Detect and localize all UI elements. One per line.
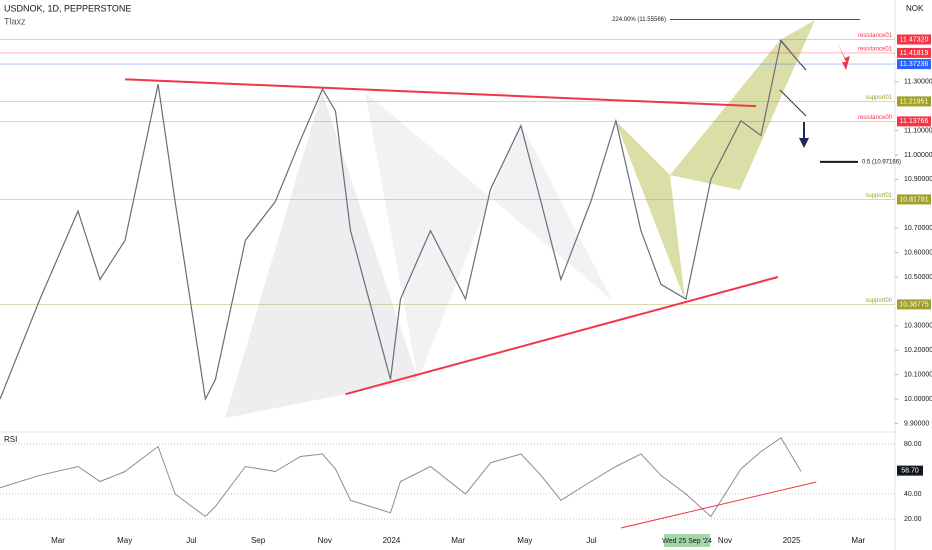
x-tick-label: May — [117, 536, 132, 545]
y-tick-label: 10.70000 — [904, 225, 932, 232]
y-tick-label: 9.90000 — [904, 420, 929, 427]
pattern-shape — [225, 92, 418, 418]
x-tick-label: Jul — [186, 536, 196, 545]
rsi-line — [0, 437, 802, 518]
pattern-line — [779, 89, 807, 117]
level-name: support01 — [865, 95, 892, 101]
x-tick-label: Nov — [318, 536, 332, 545]
level-name: resistance00 — [858, 115, 893, 121]
x-tick-label: 2025 — [783, 536, 801, 545]
y-tick-label: 10.20000 — [904, 347, 932, 354]
y-tick-label: 10.90000 — [904, 176, 932, 183]
y-tick-label: 11.30000 — [904, 79, 932, 86]
pattern-shape — [615, 120, 685, 300]
level-name: resistance01 — [858, 46, 893, 52]
annotation-text: 0.5 (10.97166) — [862, 159, 901, 165]
rsi-last-label: 58.70 — [901, 467, 919, 474]
level-value: 11.13766 — [900, 118, 929, 125]
level-box — [897, 96, 931, 107]
level-value: 11.47320 — [900, 36, 929, 43]
rsi-title: RSI — [4, 435, 17, 444]
y-tick-label: 10.30000 — [904, 323, 932, 330]
crosshair-box — [664, 534, 710, 547]
currency-label: NOK — [906, 4, 924, 13]
trendline — [345, 276, 779, 396]
x-tick-label: Nov — [718, 536, 732, 545]
level-value: 10.38775 — [899, 301, 928, 308]
rsi-last-box — [897, 465, 923, 476]
chart-subtitle: Tlaxz — [4, 16, 26, 26]
level-name: support00 — [865, 298, 892, 304]
rsi-tick-label: 80.00 — [904, 441, 922, 448]
chart-title: USDNOK, 1D, PEPPERSTONE — [4, 3, 131, 13]
y-tick-label: 10.60000 — [904, 249, 932, 256]
x-tick-label: 2024 — [383, 536, 401, 545]
y-tick-label: 10.10000 — [904, 371, 932, 378]
x-tick-label: Mar — [51, 536, 65, 545]
annotation-text: 224.00% (11.55566) — [612, 17, 666, 23]
x-tick-label: Mar — [451, 536, 465, 545]
x-tick-label: Sep — [251, 536, 266, 545]
y-tick-label: 11.00000 — [904, 152, 932, 159]
x-tick-label: May — [517, 536, 532, 545]
x-tick-label: Jul — [586, 536, 596, 545]
rsi-tick-label: 40.00 — [904, 491, 922, 498]
level-value: 11.21951 — [900, 98, 929, 105]
crosshair-label: Wed 25 Sep '24 — [662, 538, 712, 545]
trendline — [125, 78, 756, 108]
y-tick-label: 11.10000 — [904, 127, 932, 134]
level-box — [897, 116, 931, 127]
y-tick-label: 10.00000 — [904, 396, 932, 403]
rsi-tick-label: 20.00 — [904, 516, 922, 523]
level-box — [897, 194, 931, 205]
level-box — [897, 299, 931, 310]
level-box — [897, 59, 931, 70]
y-tick-label: 10.50000 — [904, 274, 932, 281]
pattern-shape — [365, 92, 612, 380]
level-box — [897, 34, 931, 45]
level-value: 10.81791 — [899, 196, 928, 203]
price-line — [0, 38, 802, 402]
level-name: resistance01 — [858, 33, 893, 39]
level-value: 11.41819 — [900, 50, 929, 57]
arrow — [799, 122, 809, 148]
rsi-trendline — [620, 481, 817, 529]
level-name: support01 — [865, 193, 892, 199]
x-tick-label: Mar — [851, 536, 865, 545]
arrow — [838, 44, 850, 70]
level-box — [897, 47, 931, 58]
level-value: 11.37236 — [900, 61, 929, 68]
